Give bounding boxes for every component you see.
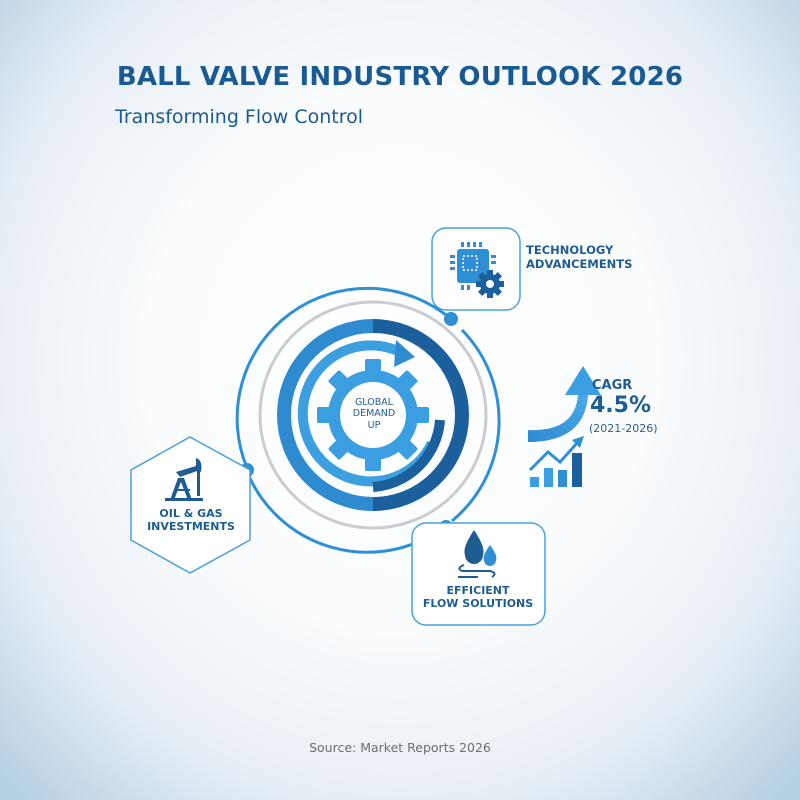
gear-icon: [317, 359, 429, 471]
flow-node-box: [411, 522, 546, 626]
tech-node-box: [431, 227, 521, 311]
center-label: GLOBAL DEMAND UP: [330, 397, 418, 431]
bar-chart-trend-icon: [528, 436, 584, 487]
cycle-arrow: [297, 340, 445, 492]
cycle-arrow-head: [394, 340, 415, 367]
flow-label-line2: FLOW SOLUTIONS: [422, 597, 534, 611]
cagr-range: (2021-2026): [589, 422, 658, 435]
water-drops-icon: [458, 530, 497, 578]
center-label-line3: UP: [367, 419, 381, 431]
page-title: BALL VALVE INDUSTRY OUTLOOK 2026: [116, 62, 684, 92]
oil-node-box: [130, 436, 251, 574]
cagr-value: 4.5%: [590, 393, 652, 418]
up-arrow-icon: [528, 366, 601, 442]
tech-label-line1: TECHNOLOGY: [526, 243, 614, 257]
connector-dot-tech: [444, 312, 458, 326]
flow-node-label: EFFICIENT FLOW SOLUTIONS: [404, 584, 552, 610]
oil-pump-icon: [165, 458, 203, 501]
cagr-title: CAGR: [592, 378, 633, 393]
gray-ring: [258, 300, 488, 530]
oil-label-line1: OIL & GAS: [159, 507, 223, 520]
chip-gear-icon: [450, 242, 504, 298]
flow-label-line1: EFFICIENT: [446, 584, 510, 597]
page-subtitle: Transforming Flow Control: [115, 106, 364, 128]
progress-ring: [277, 319, 469, 511]
source-note: Source: Market Reports 2026: [309, 740, 491, 755]
oil-label-line2: INVESTMENTS: [147, 520, 235, 534]
tech-node-label: TECHNOLOGY ADVANCEMENTS: [526, 243, 666, 272]
oil-node-label: OIL & GAS INVESTMENTS: [132, 507, 250, 533]
center-label-line2: DEMAND: [352, 408, 396, 420]
tech-label-line2: ADVANCEMENTS: [526, 256, 633, 271]
center-label-line1: GLOBAL: [354, 397, 394, 408]
